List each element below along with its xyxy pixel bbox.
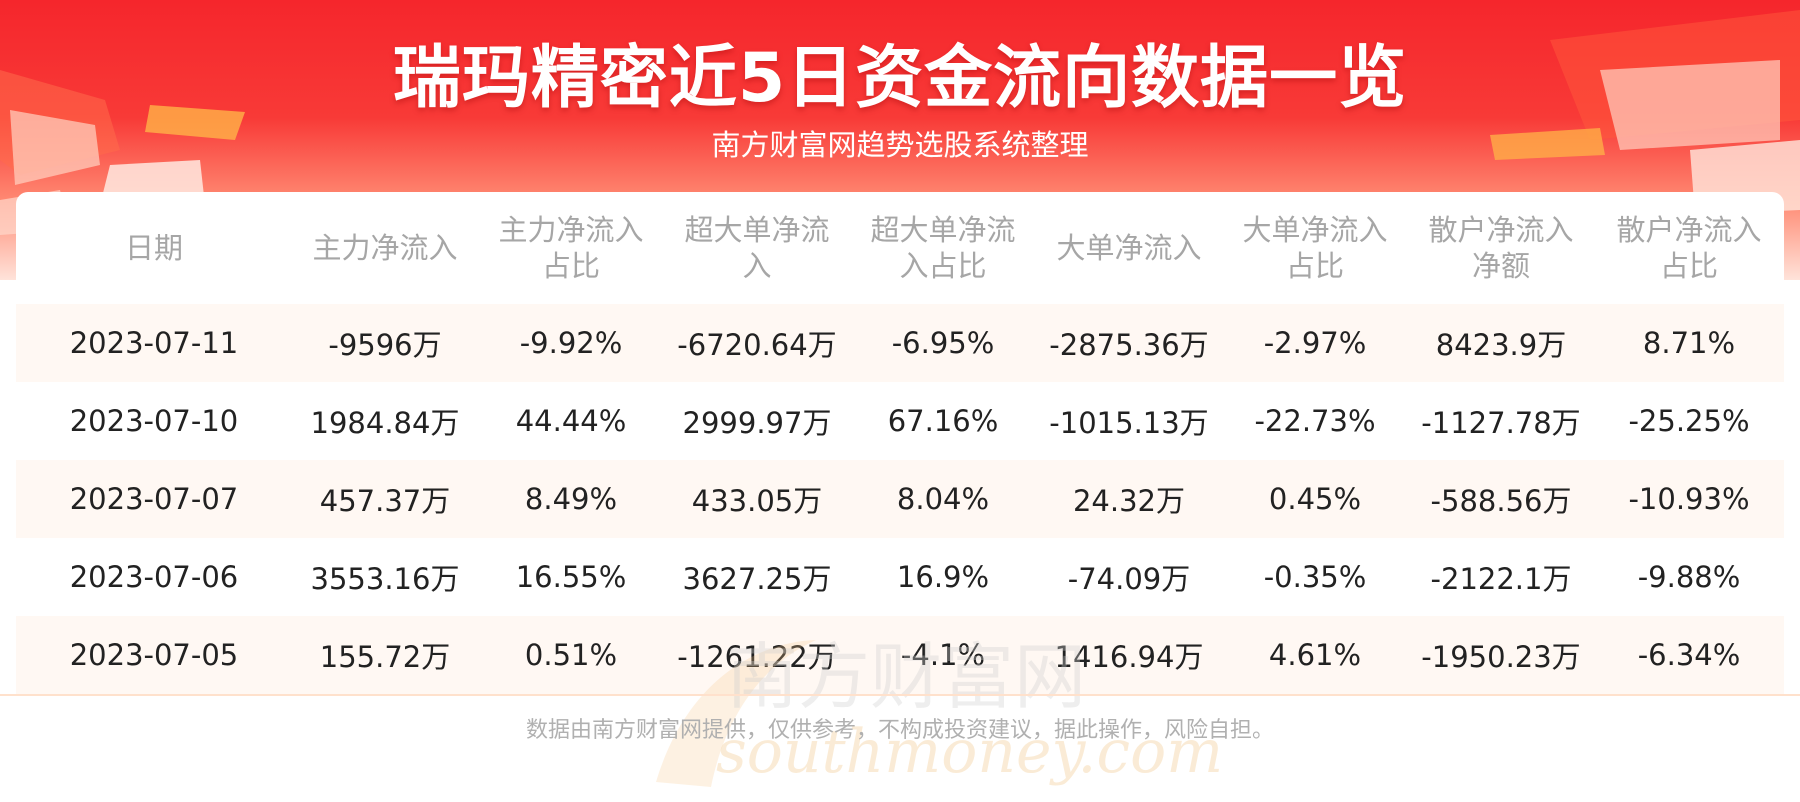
table-row: 2023-07-05 155.72万 0.51% -1261.22万 -4.1% 1416… [16,616,1784,694]
value-cell: -25.25% [1628,404,1750,438]
value-cell: 24.32万 [1036,460,1222,538]
value-cell: -2875.36万 [1036,304,1222,382]
value-cell: 8423.9万 [1408,304,1594,382]
value-cell: -2.97% [1222,304,1408,382]
column-header: 散户净流入 占比 [1616,213,1762,283]
value-cell: 1984.84万 [310,406,460,440]
column-header: 超大单净流入 [684,213,830,283]
column-header: 大单净流入 [1056,231,1202,265]
page-subtitle: 南方财富网趋势选股系统整理 [711,128,1089,162]
value-cell: -1950.23万 [1408,616,1594,694]
value-cell: 16.55% [515,560,627,594]
table-row: 2023-07-06 3553.16万 16.55% 3627.25万 16.9% -74… [16,538,1784,616]
value-cell: -74.09万 [1067,562,1191,596]
date-cell: 2023-07-07 [16,460,292,538]
date-cell: 2023-07-06 [69,560,239,594]
value-cell: -1127.78万 [1421,406,1581,440]
value-cell: 2999.97万 [682,406,832,440]
value-cell: -6720.64万 [664,304,850,382]
value-cell: -9.92% [478,304,664,382]
value-cell: -588.56万 [1408,460,1594,538]
column-header: 大单净流入 占比 [1242,213,1388,283]
value-cell: -1015.13万 [1049,406,1209,440]
value-cell: -6.95% [850,304,1036,382]
value-cell: 433.05万 [664,460,850,538]
column-header: 超大单净流 入占比 [870,213,1016,283]
fund-flow-table: 日期 主力净流入 主力净流入 占比 超大单净流入超大单净流 入占比 大单净流入 大单净流入 占比… [16,192,1784,694]
value-cell: 8.04% [850,460,1036,538]
data-card: 日期 主力净流入 主力净流入 占比 超大单净流入超大单净流 入占比 大单净流入 大单净流入 占比… [16,192,1784,800]
value-cell: 8.71% [1594,304,1784,382]
table-row: 2023-07-10 1984.84万 44.44% 2999.97万 67.16% -1… [16,382,1784,460]
value-cell: 0.45% [1222,460,1408,538]
value-cell: 4.61% [1222,616,1408,694]
date-cell: 2023-07-11 [16,304,292,382]
value-cell: 3553.16万 [310,562,460,596]
value-cell: 155.72万 [292,616,478,694]
value-cell: -0.35% [1263,560,1367,594]
column-header: 散户净流入 净额 [1428,213,1574,283]
value-cell: 3627.25万 [682,562,832,596]
value-cell: -9596万 [292,304,478,382]
value-cell: 44.44% [515,404,627,438]
column-header: 主力净流入 [312,231,458,265]
table-body: 2023-07-11 -9596万 -9.92% -6720.64万 -6.95% -28… [16,304,1784,694]
column-header: 主力净流入 占比 [498,213,644,283]
value-cell: 457.37万 [292,460,478,538]
value-cell: 1416.94万 [1036,616,1222,694]
value-cell: 0.51% [478,616,664,694]
table-row: 2023-07-11 -9596万 -9.92% -6720.64万 -6.95% -28… [16,304,1784,382]
date-cell: 2023-07-05 [16,616,292,694]
value-cell: -10.93% [1594,460,1784,538]
value-cell: -4.1% [850,616,1036,694]
footer-divider [0,694,1800,696]
value-cell: 16.9% [896,560,990,594]
value-cell: -9.88% [1637,560,1741,594]
page-title: 瑞玛精密近5日资金流向数据一览 [392,39,1408,118]
value-cell: -6.34% [1594,616,1784,694]
value-cell: -22.73% [1254,404,1376,438]
table-row: 2023-07-07 457.37万 8.49% 433.05万 8.04% 24.32万… [16,460,1784,538]
value-cell: 67.16% [887,404,999,438]
footer-disclaimer: 数据由南方财富网提供，仅供参考，不构成投资建议，据此操作，风险自担。 [525,718,1274,743]
value-cell: 8.49% [478,460,664,538]
date-cell: 2023-07-10 [69,404,239,438]
column-header: 日期 [124,231,183,265]
value-cell: -1261.22万 [664,616,850,694]
value-cell: -2122.1万 [1430,562,1572,596]
table-header-row: 日期 主力净流入 主力净流入 占比 超大单净流入超大单净流 入占比 大单净流入 大单净流入 占比… [16,192,1784,304]
